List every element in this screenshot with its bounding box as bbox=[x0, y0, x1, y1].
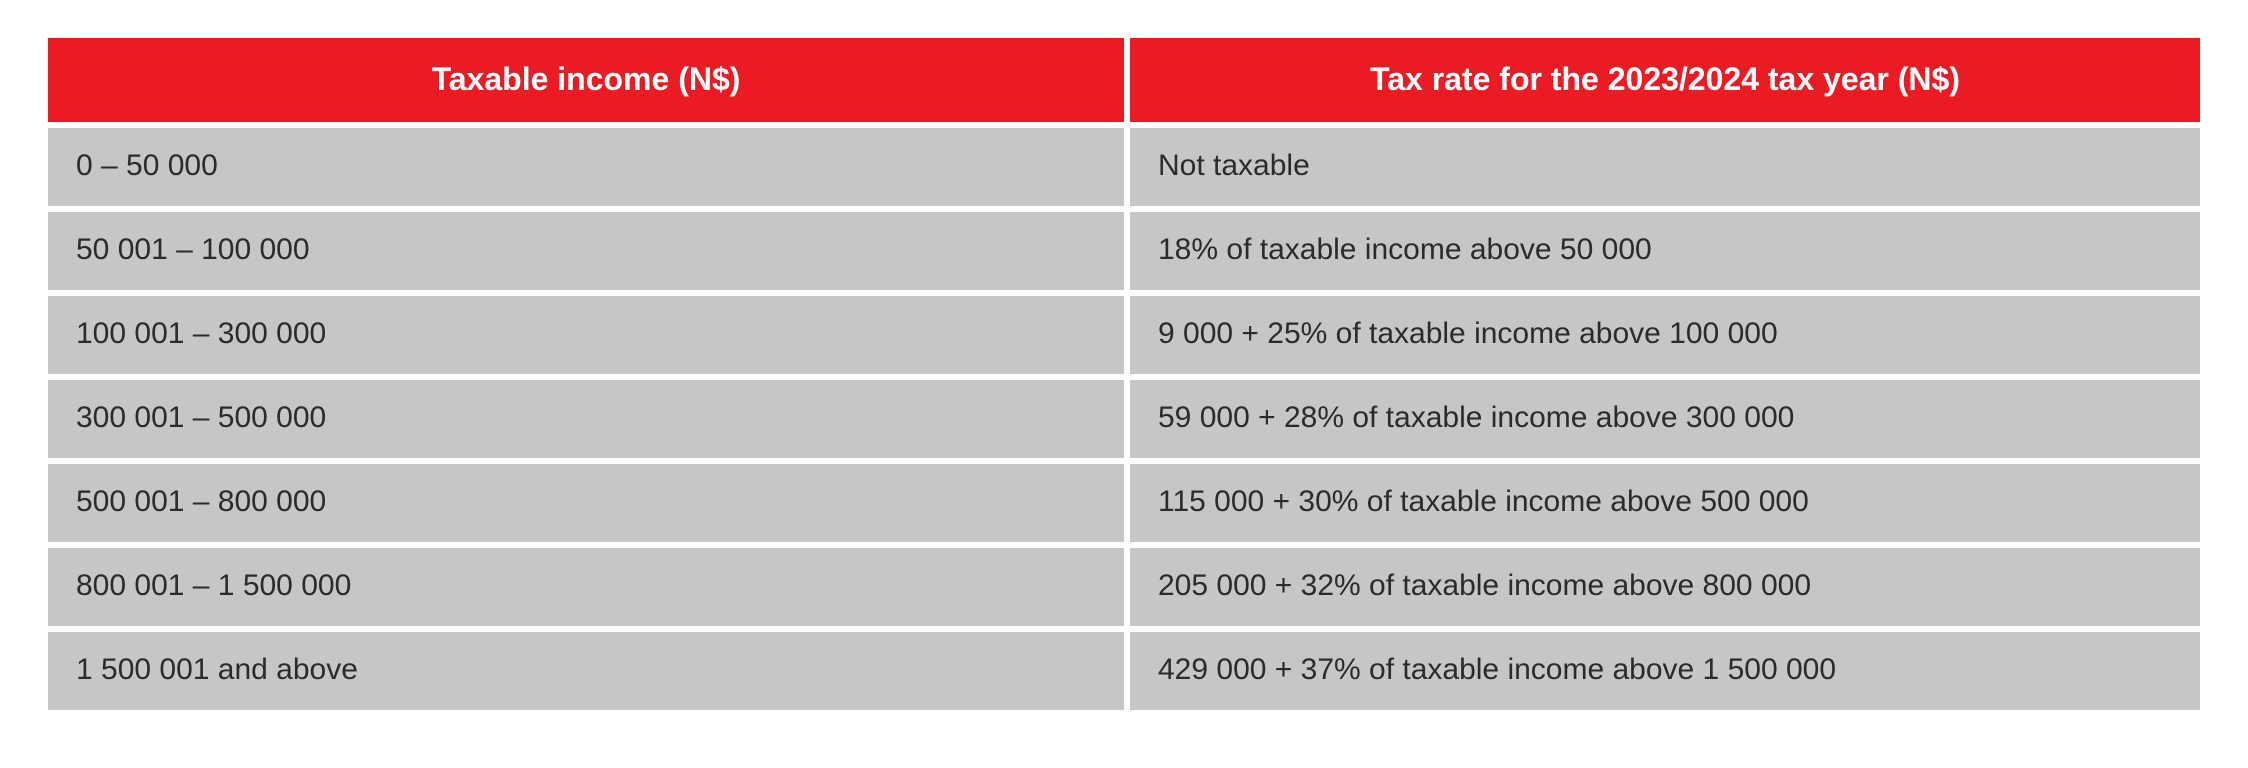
cell-rate: 429 000 + 37% of taxable income above 1 … bbox=[1124, 632, 2200, 716]
cell-income: 500 001 – 800 000 bbox=[48, 464, 1124, 548]
cell-income: 800 001 – 1 500 000 bbox=[48, 548, 1124, 632]
col-header-rate: Tax rate for the 2023/2024 tax year (N$) bbox=[1124, 38, 2200, 128]
page-container: Taxable income (N$) Tax rate for the 202… bbox=[0, 0, 2248, 768]
cell-income: 100 001 – 300 000 bbox=[48, 296, 1124, 380]
col-header-income: Taxable income (N$) bbox=[48, 38, 1124, 128]
tax-table: Taxable income (N$) Tax rate for the 202… bbox=[48, 38, 2200, 716]
cell-rate: 18% of taxable income above 50 000 bbox=[1124, 212, 2200, 296]
table-row: 500 001 – 800 000 115 000 + 30% of taxab… bbox=[48, 464, 2200, 548]
table-row: 0 – 50 000 Not taxable bbox=[48, 128, 2200, 212]
table-row: 50 001 – 100 000 18% of taxable income a… bbox=[48, 212, 2200, 296]
table-header-row: Taxable income (N$) Tax rate for the 202… bbox=[48, 38, 2200, 128]
cell-rate: 9 000 + 25% of taxable income above 100 … bbox=[1124, 296, 2200, 380]
cell-rate: 59 000 + 28% of taxable income above 300… bbox=[1124, 380, 2200, 464]
table-row: 800 001 – 1 500 000 205 000 + 32% of tax… bbox=[48, 548, 2200, 632]
cell-income: 50 001 – 100 000 bbox=[48, 212, 1124, 296]
cell-income: 300 001 – 500 000 bbox=[48, 380, 1124, 464]
table-row: 1 500 001 and above 429 000 + 37% of tax… bbox=[48, 632, 2200, 716]
cell-rate: 205 000 + 32% of taxable income above 80… bbox=[1124, 548, 2200, 632]
cell-rate: 115 000 + 30% of taxable income above 50… bbox=[1124, 464, 2200, 548]
cell-rate: Not taxable bbox=[1124, 128, 2200, 212]
table-row: 300 001 – 500 000 59 000 + 28% of taxabl… bbox=[48, 380, 2200, 464]
table-row: 100 001 – 300 000 9 000 + 25% of taxable… bbox=[48, 296, 2200, 380]
cell-income: 0 – 50 000 bbox=[48, 128, 1124, 212]
cell-income: 1 500 001 and above bbox=[48, 632, 1124, 716]
